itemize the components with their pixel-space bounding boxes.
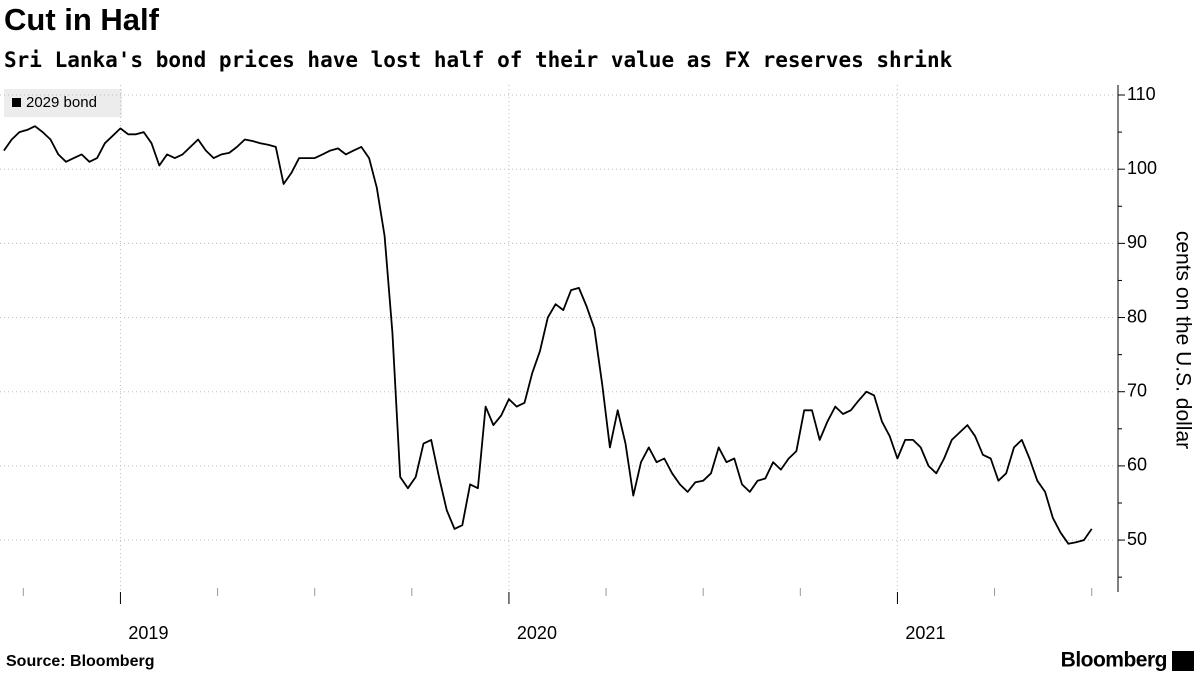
legend-label: 2029 bond (26, 94, 97, 111)
x-tick-label: 2021 (905, 623, 945, 643)
y-axis-label: cents on the U.S. dollar (1171, 231, 1194, 449)
y-tick-label: 90 (1127, 232, 1147, 252)
y-tick-label: 110 (1127, 84, 1156, 104)
legend-swatch (12, 98, 21, 107)
x-tick-label: 2019 (128, 623, 168, 643)
y-tick-label: 60 (1127, 455, 1147, 475)
y-tick-label: 50 (1127, 529, 1147, 549)
chart-subtitle: Sri Lanka's bond prices have lost half o… (4, 48, 953, 72)
y-tick-label: 70 (1127, 380, 1147, 400)
brand-icon (1172, 651, 1194, 671)
legend-box (4, 89, 122, 117)
source: Source: Bloomberg (6, 653, 154, 670)
y-tick-label: 100 (1127, 158, 1157, 178)
line-series (3, 125, 1093, 545)
x-tick-label: 2020 (517, 623, 557, 643)
chart-title: Cut in Half (4, 2, 160, 37)
brand: Bloomberg (1061, 649, 1167, 672)
y-tick-label: 80 (1127, 306, 1147, 326)
